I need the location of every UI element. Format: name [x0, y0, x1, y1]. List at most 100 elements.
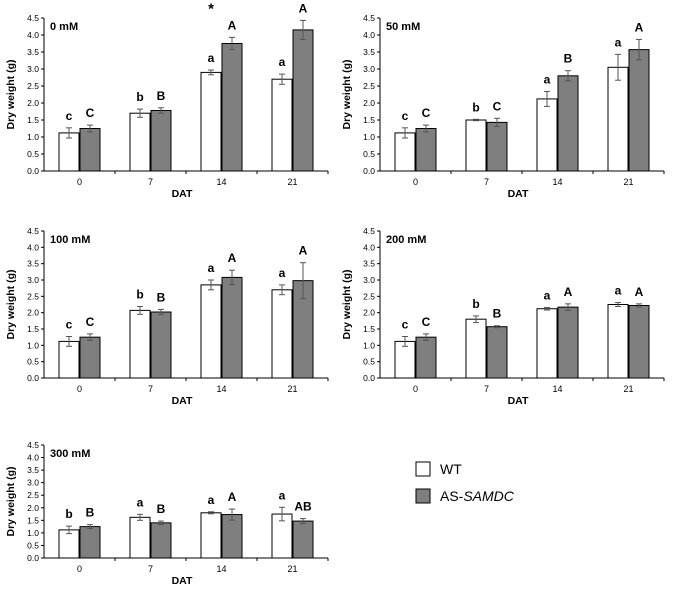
wt-bar [271, 78, 293, 172]
wt-bar [58, 132, 80, 172]
y-tick-label: 4.5 [363, 226, 375, 236]
y-tick-label: 3.0 [363, 64, 375, 74]
legend: WT AS-SAMDC [415, 461, 515, 504]
x-tick-label: 7 [148, 564, 153, 574]
y-tick-label: 0.0 [363, 166, 375, 176]
panel-title: 300 mM [50, 448, 90, 460]
y-tick-label: 2.5 [27, 490, 39, 500]
significance-letter: B [157, 502, 166, 516]
as-samdc-bar [486, 326, 508, 379]
significance-letter: a [208, 261, 215, 275]
wt-bar [394, 132, 416, 172]
x-axis-label: DAT [508, 188, 529, 200]
y-tick-label: 1.5 [27, 324, 39, 334]
significance-letter: a [279, 488, 286, 502]
legend-swatch-as-samdc [415, 488, 431, 504]
y-tick-label: 0.5 [363, 357, 375, 367]
x-tick-label: 0 [413, 384, 418, 394]
x-tick-label: 21 [287, 384, 297, 394]
y-tick-label: 0.0 [27, 373, 39, 383]
wt-bar [200, 284, 222, 379]
as-samdc-bar [292, 29, 314, 172]
significance-letter: A [299, 1, 308, 15]
significance-letter: a [279, 266, 286, 280]
significance-letter: A [635, 20, 644, 34]
y-tick-label: 1.5 [27, 115, 39, 125]
as-samdc-bar [79, 336, 101, 379]
y-tick-label: 3.0 [27, 64, 39, 74]
as-samdc-bar [415, 128, 437, 172]
significance-letter: a [137, 495, 144, 509]
wt-bar [536, 308, 558, 379]
y-tick-label: 3.5 [27, 465, 39, 475]
x-axis-label: DAT [172, 395, 193, 407]
x-tick-label: 0 [413, 177, 418, 187]
x-tick-label: 7 [148, 177, 153, 187]
x-tick-label: 21 [287, 564, 297, 574]
y-tick-label: 4.0 [27, 30, 39, 40]
as-samdc-bar [557, 75, 579, 172]
significance-letter: A [228, 18, 237, 32]
significance-letter: c [66, 318, 73, 332]
y-tick-label: 0.0 [27, 166, 39, 176]
significance-letter: a [208, 51, 215, 65]
panel-title: 0 mM [50, 21, 78, 33]
y-tick-label: 3.0 [27, 478, 39, 488]
y-tick-label: 0.5 [27, 540, 39, 550]
significance-letter: b [472, 100, 479, 114]
y-tick-label: 1.0 [27, 340, 39, 350]
wt-bar [607, 304, 629, 379]
x-axis-label: DAT [172, 188, 193, 200]
wt-bar [271, 289, 293, 379]
legend-label-wt: WT [440, 461, 462, 477]
x-tick-label: 14 [216, 564, 226, 574]
legend-swatch-wt [415, 461, 431, 477]
as-samdc-bar [79, 526, 101, 559]
x-tick-label: 21 [623, 384, 633, 394]
panel-title: 50 mM [386, 21, 420, 33]
legend-label-prefix: AS- [440, 488, 464, 504]
wt-bar [129, 516, 151, 559]
significance-letter: A [635, 285, 644, 299]
y-tick-label: 0.5 [27, 357, 39, 367]
y-tick-label: 4.0 [27, 453, 39, 463]
y-tick-label: 3.5 [27, 47, 39, 57]
significance-letter: b [136, 90, 143, 104]
y-axis-label: Dry weight (g) [5, 467, 17, 537]
as-samdc-bar [292, 520, 314, 559]
significance-letter: c [66, 109, 73, 123]
as-samdc-bar [557, 306, 579, 379]
x-axis-label: DAT [172, 575, 193, 587]
significance-letter: c [402, 318, 409, 332]
x-tick-label: 14 [216, 177, 226, 187]
wt-bar [200, 512, 222, 559]
x-tick-label: 7 [484, 384, 489, 394]
y-axis-label: Dry weight (g) [5, 270, 17, 340]
y-axis-label: Dry weight (g) [5, 60, 17, 130]
y-tick-label: 4.5 [27, 13, 39, 23]
significance-letter: B [493, 307, 502, 321]
wt-bar [607, 66, 629, 172]
y-tick-label: 2.5 [27, 81, 39, 91]
as-samdc-bar [150, 109, 172, 172]
y-tick-label: 1.0 [363, 132, 375, 142]
significance-letter: AB [294, 500, 312, 514]
y-tick-label: 2.0 [363, 98, 375, 108]
y-tick-label: 4.0 [27, 242, 39, 252]
significance-asterisk: * [208, 0, 214, 17]
x-tick-label: 7 [148, 384, 153, 394]
y-axis-label: Dry weight (g) [341, 270, 353, 340]
significance-letter: B [157, 290, 166, 304]
y-tick-label: 3.0 [27, 275, 39, 285]
as-samdc-bar [415, 336, 437, 379]
as-samdc-bar [221, 514, 243, 559]
y-tick-label: 1.5 [363, 115, 375, 125]
y-tick-label: 3.5 [363, 259, 375, 269]
y-tick-label: 4.5 [27, 440, 39, 450]
legend-label-gene: SAMDC [463, 488, 514, 504]
x-tick-label: 0 [77, 177, 82, 187]
significance-letter: B [86, 506, 95, 520]
as-samdc-bar [628, 49, 650, 172]
y-tick-label: 1.5 [363, 324, 375, 334]
